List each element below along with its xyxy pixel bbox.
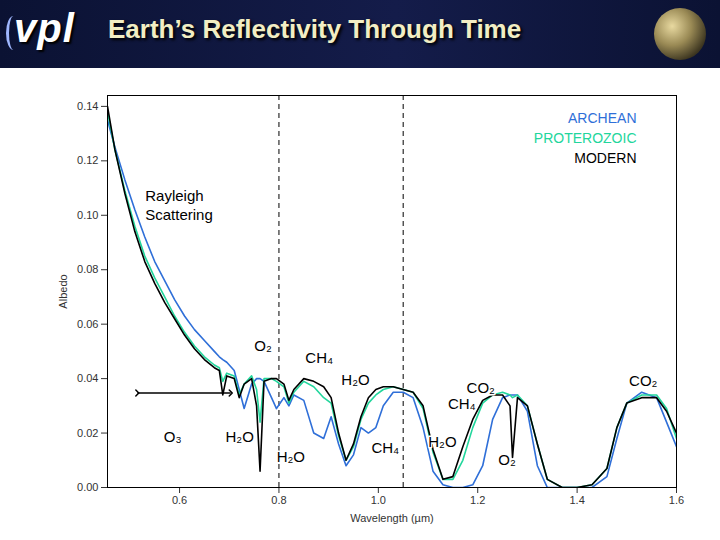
svg-text:H₂O: H₂O xyxy=(341,371,369,388)
svg-text:Albedo: Albedo xyxy=(57,274,69,308)
svg-text:0.00: 0.00 xyxy=(77,481,98,493)
svg-text:1.2: 1.2 xyxy=(470,494,485,506)
svg-text:H₂O: H₂O xyxy=(277,448,305,465)
svg-text:1.0: 1.0 xyxy=(371,494,386,506)
svg-text:0.14: 0.14 xyxy=(77,100,98,112)
svg-text:PROTEROZOIC: PROTEROZOIC xyxy=(534,130,637,146)
svg-text:MODERN: MODERN xyxy=(574,150,636,166)
svg-text:1.6: 1.6 xyxy=(669,494,684,506)
svg-text:O₃: O₃ xyxy=(164,428,182,445)
svg-text:CH₄: CH₄ xyxy=(305,349,333,366)
svg-text:CO₂: CO₂ xyxy=(629,372,658,389)
svg-text:CH₄: CH₄ xyxy=(448,395,476,412)
html-text:Earth’s Reflectivity Through T: Earth’s Reflectivity Through Time xyxy=(108,14,522,44)
svg-text:0.08: 0.08 xyxy=(77,263,98,275)
svg-text:H₂O: H₂O xyxy=(428,433,456,450)
svg-text:ARCHEAN: ARCHEAN xyxy=(568,110,636,126)
svg-text:CO₂: CO₂ xyxy=(467,379,496,396)
svg-text:RayleighScattering: RayleighScattering xyxy=(145,187,213,223)
svg-text:O₂: O₂ xyxy=(498,451,516,468)
svg-text:0.02: 0.02 xyxy=(77,427,98,439)
svg-text:0.10: 0.10 xyxy=(77,209,98,221)
svg-text:O₂: O₂ xyxy=(254,337,272,354)
svg-text:0.6: 0.6 xyxy=(172,494,187,506)
svg-text:CH₄: CH₄ xyxy=(371,439,399,456)
svg-text:1.4: 1.4 xyxy=(569,494,584,506)
html-text:vpl: vpl xyxy=(14,6,75,50)
svg-text:0.8: 0.8 xyxy=(271,494,286,506)
svg-text:Wavelength (µm): Wavelength (µm) xyxy=(350,512,434,524)
svg-text:H₂O: H₂O xyxy=(226,428,254,445)
svg-text:0.06: 0.06 xyxy=(77,318,98,330)
svg-text:0.04: 0.04 xyxy=(77,372,98,384)
svg-text:0.12: 0.12 xyxy=(77,154,98,166)
